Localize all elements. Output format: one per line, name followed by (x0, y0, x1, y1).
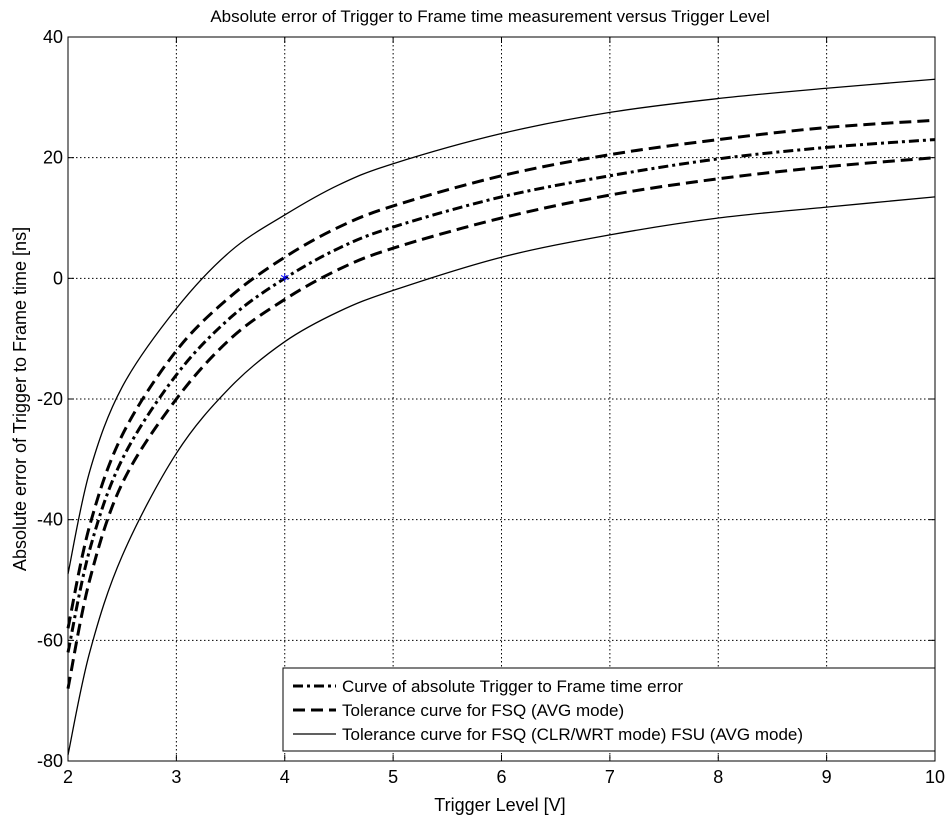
x-tick-label: 5 (388, 767, 398, 787)
x-tick-label: 7 (605, 767, 615, 787)
y-tick-label: -40 (37, 510, 63, 530)
chart-title: Absolute error of Trigger to Frame time … (210, 7, 769, 26)
y-tick-label: -20 (37, 389, 63, 409)
y-tick-label: -80 (37, 751, 63, 771)
legend-entry-error-curve: Curve of absolute Trigger to Frame time … (342, 677, 683, 696)
grid (68, 37, 935, 761)
series-line-dashdot-0 (66, 138, 936, 653)
legend-box (282, 667, 936, 752)
legend: Curve of absolute Trigger to Frame time … (282, 667, 936, 752)
series-layer (66, 78, 936, 756)
legend-entry-fsq-clr-wrt-fsu: Tolerance curve for FSQ (CLR/WRT mode) F… (342, 725, 803, 744)
x-tick-label: 10 (925, 767, 945, 787)
legend-entry-fsq-avg: Tolerance curve for FSQ (AVG mode) (342, 701, 624, 720)
series-line-dashed-2 (66, 156, 936, 689)
y-tick-label: 0 (53, 268, 63, 288)
reference-marker: * (280, 270, 289, 291)
x-tick-label: 4 (280, 767, 290, 787)
x-tick-label: 9 (822, 767, 832, 787)
series-line-solid-4 (67, 196, 936, 756)
x-tick-label: 2 (63, 767, 73, 787)
x-axis-label: Trigger Level [V] (434, 795, 565, 815)
y-tick-label: 40 (43, 27, 63, 47)
y-tick-label: -60 (37, 630, 63, 650)
x-tick-label: 6 (496, 767, 506, 787)
series-line-dashed-1 (66, 118, 936, 629)
tick-layer: 2 3 4 5 6 7 8 9 10 -80 -60 -40 -20 0 20 40 (37, 27, 945, 787)
marker-layer: * (280, 270, 289, 291)
y-axis-label: Absolute error of Trigger to Frame time … (10, 227, 30, 571)
x-tick-label: 8 (713, 767, 723, 787)
y-tick-label: 20 (43, 148, 63, 168)
x-tick-label: 3 (171, 767, 181, 787)
series-line-solid-3 (67, 78, 936, 575)
